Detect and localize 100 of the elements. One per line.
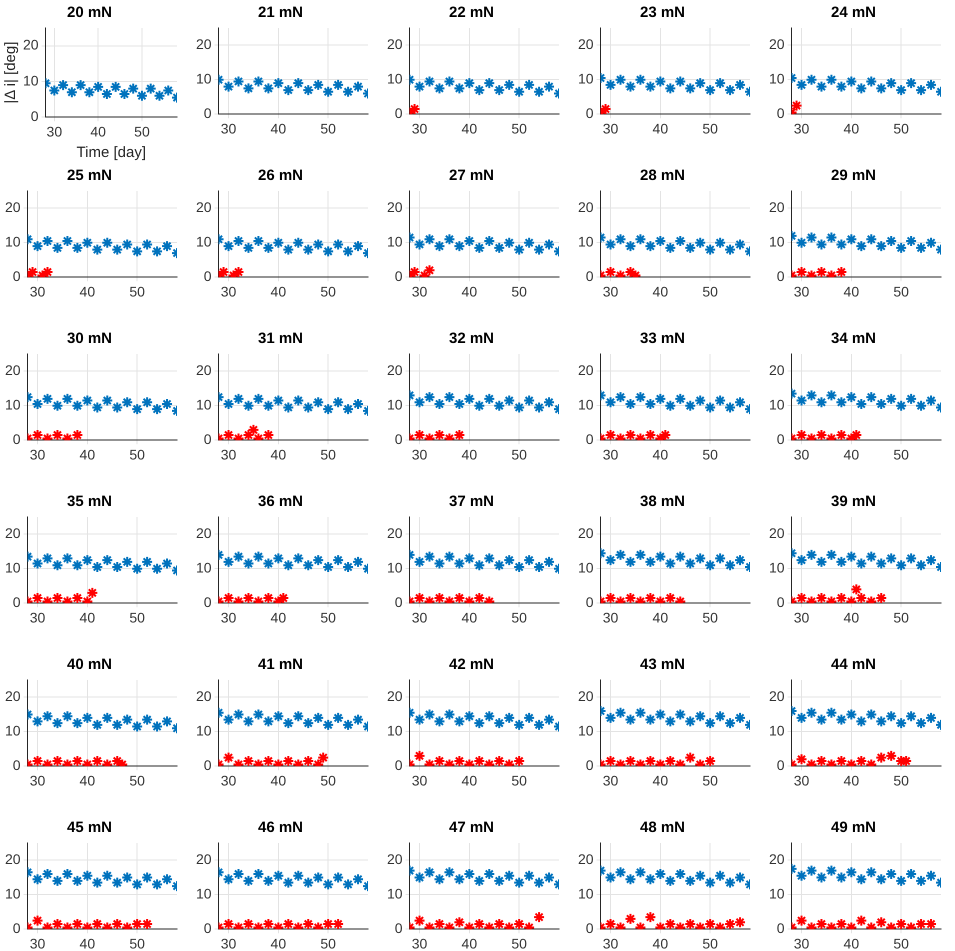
point xyxy=(875,240,888,252)
point xyxy=(433,873,446,886)
y-tick-label: 20 xyxy=(196,525,212,542)
x-tick-label: 40 xyxy=(844,935,860,951)
point xyxy=(443,550,456,563)
chart-title: 32 mN xyxy=(448,330,494,348)
x-tick-label: 40 xyxy=(652,935,668,951)
point xyxy=(600,103,612,114)
point xyxy=(136,90,148,102)
point xyxy=(644,80,656,93)
point xyxy=(845,233,858,246)
y-tick-label: 20 xyxy=(196,199,212,216)
point xyxy=(684,715,696,728)
point xyxy=(32,558,44,570)
point xyxy=(664,242,676,254)
point xyxy=(453,240,466,252)
point xyxy=(232,868,244,880)
point xyxy=(51,918,64,930)
point xyxy=(262,242,274,254)
point xyxy=(835,429,848,440)
y-tick-label: 20 xyxy=(768,362,785,378)
point xyxy=(855,398,868,410)
point xyxy=(915,400,928,412)
x-tick-label: 30 xyxy=(602,935,619,951)
x-tick-label: 50 xyxy=(702,935,718,951)
chart-title: 29 mN xyxy=(830,167,876,184)
point xyxy=(644,714,656,726)
point xyxy=(604,871,617,884)
x-tick-label: 50 xyxy=(320,446,336,462)
x-tick-label: 40 xyxy=(652,120,668,136)
point xyxy=(684,400,696,412)
point xyxy=(875,916,888,928)
point xyxy=(41,710,54,722)
y-tick-label: 20 xyxy=(578,851,594,868)
x-tick-label: 30 xyxy=(794,609,810,626)
point xyxy=(473,400,486,412)
point xyxy=(805,232,818,244)
point xyxy=(282,876,294,889)
y-tick-label: 0 xyxy=(12,920,21,936)
point xyxy=(101,394,114,407)
y-tick-label: 20 xyxy=(196,362,212,378)
chart-title: 44 mN xyxy=(830,656,876,674)
point xyxy=(332,238,344,250)
y-axis-title: |Δ i| [deg] xyxy=(2,42,20,104)
point xyxy=(644,755,656,766)
point xyxy=(242,82,254,94)
point xyxy=(473,918,486,930)
point xyxy=(634,74,646,86)
x-tick-label: 40 xyxy=(462,120,478,136)
point xyxy=(664,874,676,887)
point xyxy=(232,75,244,88)
x-tick-label: 50 xyxy=(511,120,528,136)
x-tick-label: 30 xyxy=(794,446,810,462)
chart-title: 24 mN xyxy=(830,4,876,22)
point xyxy=(463,710,476,722)
point xyxy=(242,400,254,412)
point xyxy=(483,552,496,564)
point xyxy=(322,718,334,731)
x-tick-label: 40 xyxy=(80,283,96,300)
x-tick-label: 30 xyxy=(412,609,428,626)
x-tick-label: 50 xyxy=(893,446,910,462)
x-tick-label: 50 xyxy=(134,123,150,140)
point xyxy=(724,401,736,414)
point xyxy=(825,706,838,719)
point xyxy=(222,240,235,252)
point xyxy=(443,866,456,878)
point xyxy=(634,548,646,561)
point xyxy=(222,873,235,886)
y-tick-label: 0 xyxy=(586,594,594,610)
chart-title: 48 mN xyxy=(640,819,686,836)
y-tick-label: 0 xyxy=(776,105,785,122)
point xyxy=(101,712,114,724)
point xyxy=(885,868,898,880)
x-tick-label: 40 xyxy=(90,123,106,140)
point xyxy=(91,918,104,930)
chart-title: 39 mN xyxy=(830,493,876,510)
point xyxy=(302,717,314,730)
point xyxy=(796,914,808,927)
point xyxy=(796,554,808,566)
point xyxy=(493,242,506,254)
y-tick-label: 0 xyxy=(30,108,39,124)
point xyxy=(714,870,726,882)
chart-title: 31 mN xyxy=(258,330,304,348)
point xyxy=(654,868,666,880)
y-tick-label: 0 xyxy=(204,920,212,936)
point xyxy=(835,592,848,604)
chart-title: 49 mN xyxy=(830,819,876,836)
y-tick-label: 0 xyxy=(776,268,785,284)
x-tick-label: 50 xyxy=(511,935,528,951)
point xyxy=(302,244,314,256)
point xyxy=(835,266,848,278)
point xyxy=(835,871,848,884)
point xyxy=(895,242,908,254)
point xyxy=(895,559,908,572)
point xyxy=(855,558,868,570)
point xyxy=(71,429,84,440)
y-tick-label: 0 xyxy=(12,268,21,284)
point xyxy=(247,424,260,436)
x-tick-label: 30 xyxy=(30,609,46,626)
point xyxy=(885,77,898,90)
